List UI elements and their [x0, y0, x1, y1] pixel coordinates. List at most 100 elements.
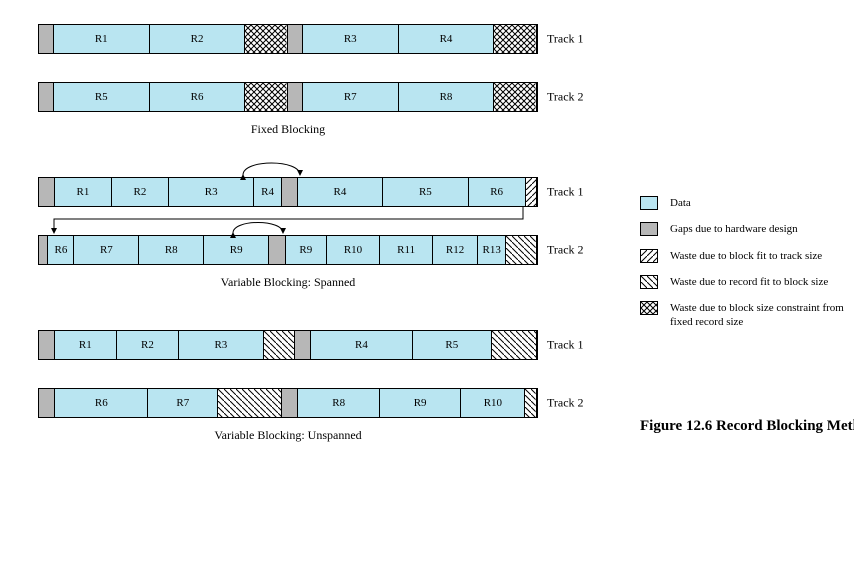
segment-data: R12	[433, 236, 478, 264]
segment-gap	[269, 236, 286, 264]
segment-data: R6	[469, 178, 526, 206]
legend-label: Waste due to block size constraint from …	[670, 301, 850, 330]
record-label: R6	[95, 397, 108, 409]
legend-label: Waste due to block fit to track size	[670, 249, 822, 263]
segment-gap	[39, 25, 54, 53]
record-label: R8	[440, 91, 453, 103]
record-label: R11	[397, 244, 415, 256]
segment-data: R5	[413, 331, 492, 359]
segment-data: R6	[48, 236, 74, 264]
segment-data: R1	[55, 331, 117, 359]
record-label: R4	[334, 186, 347, 198]
segment-data: R10	[461, 389, 525, 417]
segment-data: R3	[179, 331, 264, 359]
legend-item: Waste due to block fit to track size	[640, 249, 850, 263]
legend-item: Data	[640, 196, 850, 210]
record-label: R6	[55, 244, 68, 256]
legend-label: Data	[670, 196, 691, 210]
segment-gap	[39, 178, 55, 206]
record-label: R6	[490, 186, 503, 198]
segment-data: R13	[478, 236, 506, 264]
segment-gap	[288, 83, 303, 111]
record-label: R8	[165, 244, 178, 256]
record-label: R7	[176, 397, 189, 409]
segment-gap	[282, 389, 298, 417]
track-label: Track 2	[547, 90, 584, 105]
record-label: R4	[355, 339, 368, 351]
record-label: R3	[214, 339, 227, 351]
record-label: R9	[414, 397, 427, 409]
legend-item: Waste due to record fit to block size	[640, 275, 850, 289]
track-label: Track 1	[547, 185, 584, 200]
record-label: R4	[261, 186, 274, 198]
segment-diagL	[506, 236, 537, 264]
segment-data: R1	[54, 25, 150, 53]
record-label: R1	[77, 186, 90, 198]
segment-diagL	[264, 331, 296, 359]
segment-data: R5	[383, 178, 468, 206]
segment-gap	[39, 236, 48, 264]
legend-label: Waste due to record fit to block size	[670, 275, 828, 289]
segment-data: R6	[150, 83, 246, 111]
segment-data: R9	[380, 389, 461, 417]
segment-gap	[39, 331, 55, 359]
section-caption: Variable Blocking: Unspanned	[38, 428, 538, 443]
record-label: R9	[299, 244, 312, 256]
legend-swatch	[640, 301, 658, 315]
segment-data: R5	[54, 83, 150, 111]
legend-swatch	[640, 275, 658, 289]
section-caption: Variable Blocking: Spanned	[38, 275, 538, 290]
track-label: Track 2	[547, 243, 584, 258]
record-label: R5	[419, 186, 432, 198]
track: R6R7R8R9R9R10R11R12R13Track 2	[38, 235, 538, 265]
segment-data: R8	[139, 236, 204, 264]
segment-data: R1	[55, 178, 112, 206]
track: R1R2R3R4Track 1	[38, 24, 538, 54]
track: R5R6R7R8Track 2	[38, 82, 538, 112]
record-label: R5	[95, 91, 108, 103]
segment-data: R11	[380, 236, 433, 264]
track-label: Track 1	[547, 338, 584, 353]
track: R6R7R8R9R10Track 2	[38, 388, 538, 418]
segment-data: R10	[327, 236, 380, 264]
segment-cross	[494, 25, 537, 53]
segment-data: R4	[399, 25, 495, 53]
record-label: R2	[134, 186, 147, 198]
section-caption: Fixed Blocking	[38, 122, 538, 137]
segment-data: R4	[298, 178, 383, 206]
diagram-area: R1R2R3R4Track 1R5R6R7R8Track 2Fixed Bloc…	[38, 24, 593, 455]
segment-data: R2	[150, 25, 246, 53]
segment-cross	[245, 25, 288, 53]
segment-data: R4	[254, 178, 281, 206]
segment-diagR	[526, 178, 537, 206]
legend-item: Gaps due to hardware design	[640, 222, 850, 236]
segment-diagL	[492, 331, 537, 359]
figure-caption: Figure 12.6 Record Blocking Method	[640, 418, 854, 435]
record-label: R5	[445, 339, 458, 351]
record-label: R12	[446, 244, 464, 256]
segment-data: R7	[148, 389, 218, 417]
segment-diagL	[525, 389, 537, 417]
record-label: R1	[79, 339, 92, 351]
segment-gap	[39, 389, 55, 417]
record-label: R9	[230, 244, 243, 256]
record-label: R10	[344, 244, 362, 256]
legend-swatch	[640, 196, 658, 210]
record-label: R10	[484, 397, 502, 409]
legend-item: Waste due to block size constraint from …	[640, 301, 850, 330]
track: R1R2R3R4R4R5R6Track 1	[38, 177, 538, 207]
record-label: R2	[141, 339, 154, 351]
segment-gap	[295, 331, 311, 359]
segment-data: R2	[112, 178, 169, 206]
segment-cross	[494, 83, 537, 111]
record-label: R1	[95, 33, 108, 45]
segment-data: R7	[303, 83, 399, 111]
legend-swatch	[640, 222, 658, 236]
record-label: R7	[344, 91, 357, 103]
segment-data: R2	[117, 331, 179, 359]
segment-data: R7	[74, 236, 139, 264]
segment-diagL	[218, 389, 282, 417]
segment-gap	[282, 178, 298, 206]
segment-data: R3	[303, 25, 399, 53]
record-label: R8	[332, 397, 345, 409]
